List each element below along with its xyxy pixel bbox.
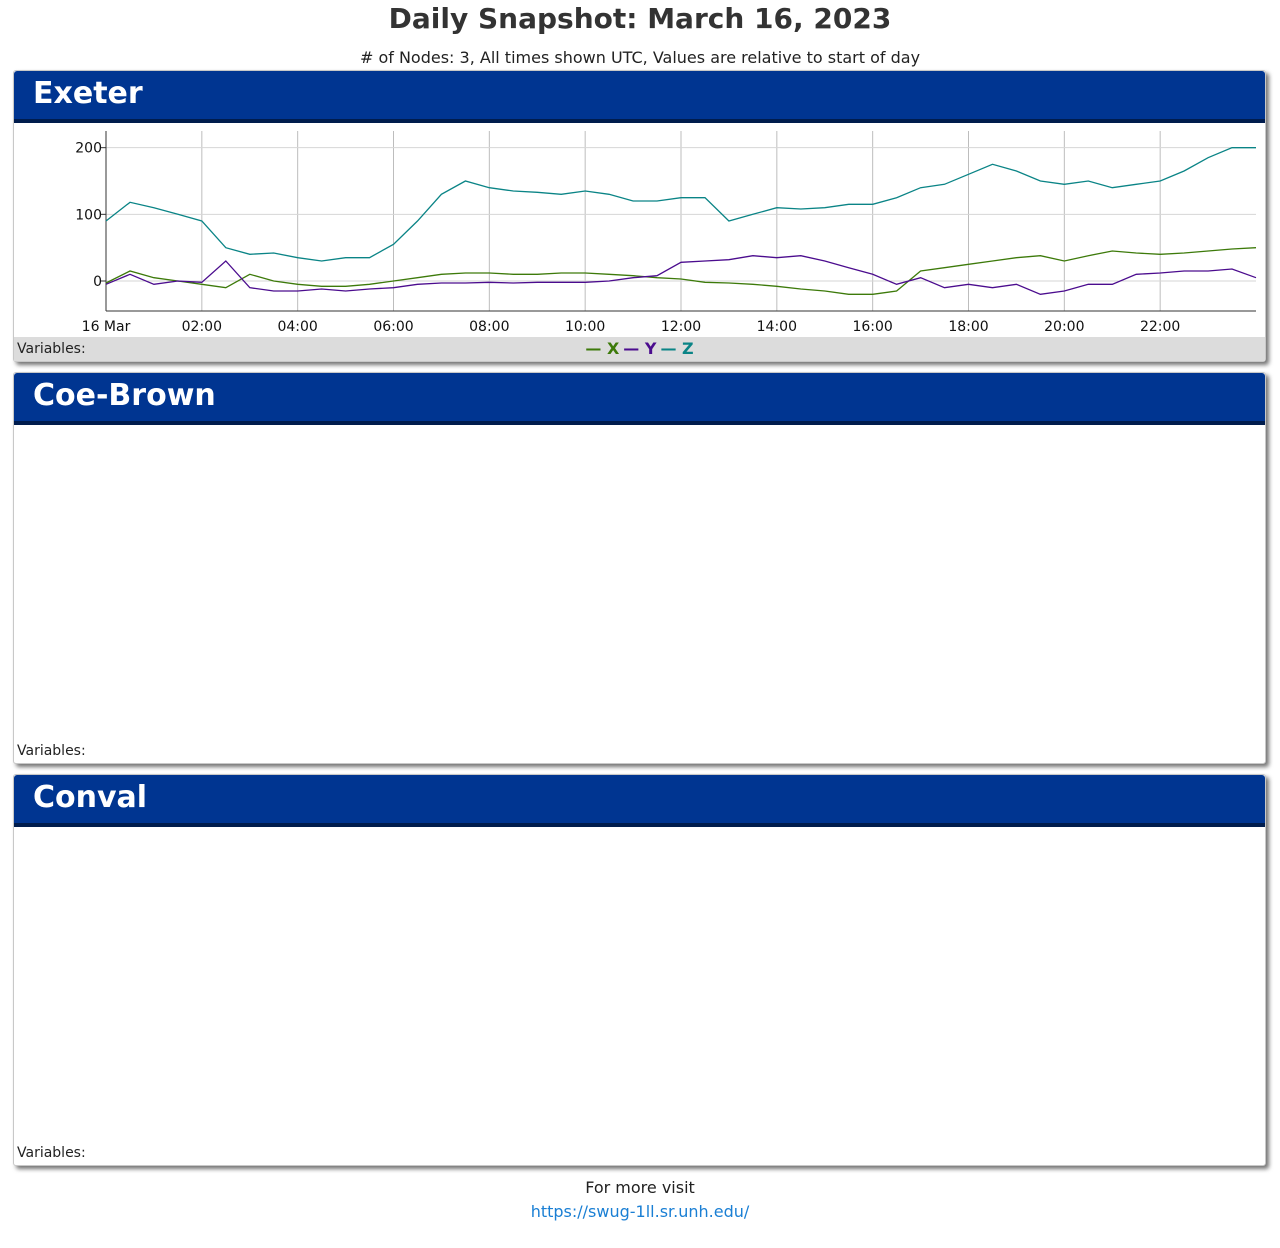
chart-legend: — X — Y — Z (14, 337, 1265, 361)
x-tick-label: 06:00 (373, 319, 413, 335)
legend-item-z[interactable]: — Z (660, 339, 693, 358)
x-tick-label: 04:00 (277, 319, 317, 335)
variables-bar: Variables: (14, 739, 1265, 763)
variables-bar: Variables: (14, 1141, 1265, 1165)
x-tick-label: 16 Mar (82, 319, 131, 335)
node-panel-conval: Conval Variables: (13, 774, 1266, 1166)
x-tick-label: 12:00 (661, 319, 701, 335)
footer-text: For more visit (585, 1178, 695, 1197)
x-tick-label: 08:00 (469, 319, 509, 335)
variables-label: Variables: (17, 743, 86, 759)
x-tick-label: 18:00 (948, 319, 988, 335)
footer-link[interactable]: https://swug-1ll.sr.unh.edu/ (530, 1202, 750, 1221)
page-subtitle: # of Nodes: 3, All times shown UTC, Valu… (359, 48, 921, 67)
panel-header: Conval (14, 775, 1265, 827)
x-tick-label: 10:00 (565, 319, 605, 335)
panel-title: Conval (33, 780, 148, 815)
y-tick-label: 200 (75, 141, 102, 157)
chart-axes: 16 Mar 02:00 04:00 06:00 08:00 10:00 12:00 14:0… (75, 131, 1256, 335)
legend-swatch: — (585, 339, 607, 358)
panel-title: Coe-Brown (33, 378, 216, 413)
x-tick-label: 20:00 (1044, 319, 1084, 335)
legend-label: X (606, 339, 620, 358)
legend-label: Y (644, 339, 657, 358)
x-tick-label: 02:00 (182, 319, 222, 335)
variables-label: Variables: (17, 1145, 86, 1161)
chart-series (105, 147, 1257, 295)
variables-bar: Variables: — X — Y — Z (14, 337, 1265, 361)
y-tick-label: 100 (75, 207, 102, 223)
legend-item-y[interactable]: — Y (623, 339, 656, 358)
panel-header: Coe-Brown (14, 373, 1265, 425)
legend-swatch: — (623, 339, 645, 358)
panel-title: Exeter (33, 76, 143, 111)
node-panel-coe-brown: Coe-Brown Variables: (13, 372, 1266, 764)
series-line-z (105, 147, 1256, 262)
panel-header: Exeter (14, 71, 1265, 123)
x-tick-label: 16:00 (852, 319, 892, 335)
chart-grid (106, 131, 1256, 311)
legend-swatch: — (660, 339, 683, 358)
x-tick-label: 14:00 (757, 319, 797, 335)
node-panel-exeter: Exeter 16 Mar 02:00 04:00 06:00 08:00 10:00 12… (13, 70, 1266, 362)
legend-item-x[interactable]: — X (585, 339, 619, 358)
page-title: Daily Snapshot: March 16, 2023 (388, 2, 892, 35)
exeter-chart[interactable]: 16 Mar 02:00 04:00 06:00 08:00 10:00 12:00 14:0… (14, 127, 1265, 337)
series-line-y (105, 255, 1257, 295)
variables-label: Variables: (17, 341, 86, 357)
y-tick-label: 0 (93, 274, 102, 290)
x-tick-label: 22:00 (1140, 319, 1180, 335)
series-line-x (105, 247, 1257, 295)
legend-label: Z (682, 339, 694, 358)
